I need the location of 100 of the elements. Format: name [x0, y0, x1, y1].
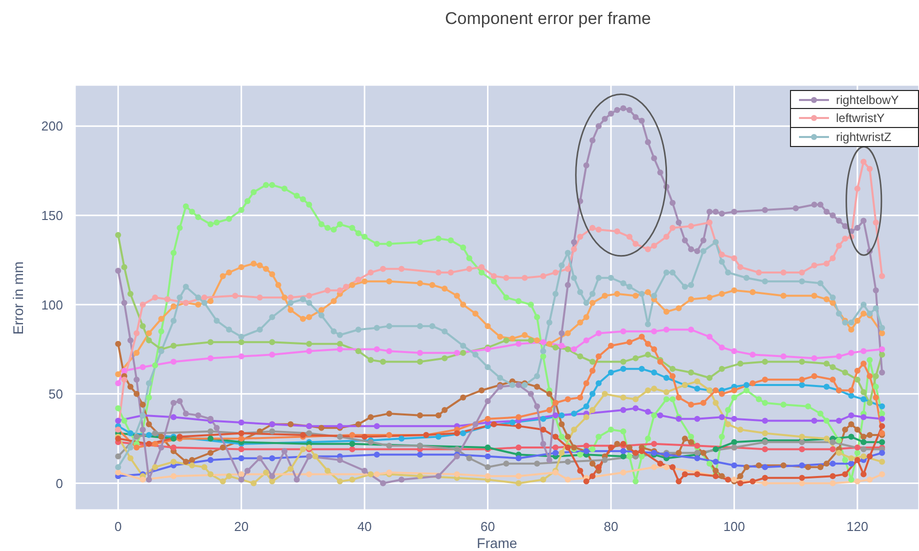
point [134, 434, 140, 440]
point [718, 366, 725, 372]
point [306, 471, 312, 478]
x-axis-title: Frame [476, 535, 518, 551]
point [256, 294, 263, 300]
point [220, 478, 226, 484]
x-tick-label: 0 [114, 519, 122, 534]
point [201, 464, 208, 470]
point [644, 352, 651, 358]
y-tick-label: 50 [48, 386, 63, 402]
point [651, 440, 658, 447]
y-tick-label: 100 [41, 297, 63, 312]
point [731, 387, 738, 394]
point [571, 410, 578, 417]
point [152, 440, 158, 447]
point [663, 374, 670, 381]
point [583, 442, 590, 449]
point [516, 423, 522, 430]
point [798, 474, 805, 481]
point [836, 242, 842, 249]
x-tick-label: 20 [234, 519, 249, 534]
point [140, 364, 146, 370]
point [744, 382, 750, 388]
point [811, 418, 818, 424]
point [564, 396, 571, 402]
point [343, 284, 350, 290]
point [651, 386, 658, 392]
point [860, 471, 867, 478]
point [731, 462, 738, 468]
point [552, 270, 559, 276]
point [872, 394, 879, 400]
point [620, 407, 626, 413]
point [170, 473, 177, 480]
point [336, 346, 343, 352]
point [848, 350, 854, 356]
point [706, 220, 713, 226]
point [706, 334, 713, 340]
point [750, 352, 756, 358]
point [866, 400, 873, 406]
point [879, 273, 886, 280]
point [238, 353, 244, 360]
point [860, 446, 867, 452]
point [676, 478, 682, 484]
point [152, 464, 158, 470]
point [626, 339, 632, 346]
point [170, 444, 177, 450]
point [324, 287, 331, 294]
point [830, 460, 836, 467]
point [201, 294, 208, 300]
point [208, 339, 214, 346]
point [484, 416, 491, 422]
point [552, 444, 559, 450]
point [516, 480, 522, 486]
point [854, 457, 860, 463]
point [208, 355, 214, 362]
point [879, 403, 886, 410]
point [860, 453, 867, 460]
point [577, 353, 584, 360]
point [454, 350, 460, 356]
point [115, 453, 122, 460]
point [336, 287, 343, 294]
point [140, 302, 146, 308]
point [872, 220, 879, 226]
point [620, 470, 626, 476]
y-tick-label: 150 [41, 208, 63, 223]
point [860, 158, 867, 165]
point [811, 262, 818, 268]
point [670, 373, 676, 380]
point [712, 387, 719, 394]
point [134, 330, 140, 336]
point [571, 426, 578, 433]
point [879, 352, 886, 358]
point [798, 434, 805, 440]
point [208, 471, 214, 478]
point [830, 376, 836, 383]
point [577, 394, 584, 400]
point [651, 328, 658, 334]
point [435, 270, 442, 276]
point [651, 346, 658, 352]
point [386, 432, 392, 438]
point [854, 186, 860, 192]
point [558, 342, 565, 349]
y-tick-label: 200 [41, 118, 63, 134]
point [522, 274, 528, 281]
point [564, 444, 571, 450]
point [355, 348, 362, 354]
point [516, 455, 522, 462]
point [657, 460, 664, 467]
point [860, 439, 867, 446]
point [349, 440, 356, 447]
point [516, 340, 522, 347]
x-tick-label: 120 [846, 519, 868, 534]
point [571, 346, 578, 352]
point [620, 394, 626, 400]
point [608, 444, 614, 450]
x-tick-label: 80 [604, 519, 618, 534]
point [694, 416, 700, 422]
point [454, 446, 460, 452]
point [534, 460, 540, 467]
point [682, 471, 688, 478]
